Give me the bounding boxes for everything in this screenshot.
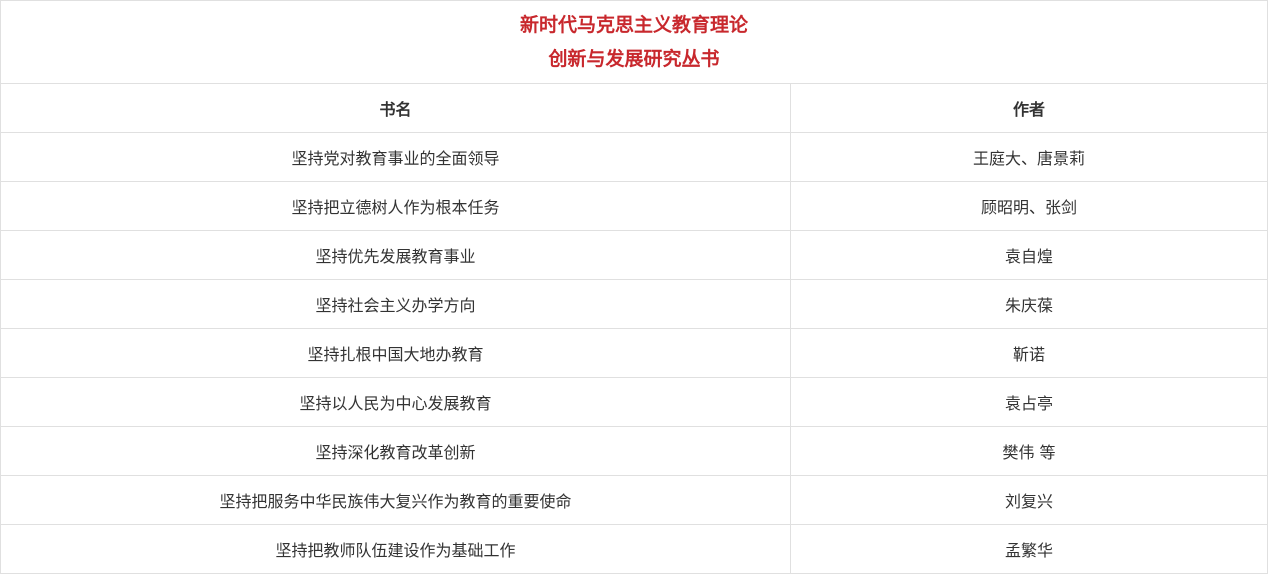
header-book-title: 书名 (0, 83, 791, 133)
book-title-cell: 坚持深化教育改革创新 (0, 426, 791, 476)
title-line-1: 新时代马克思主义教育理论 (519, 14, 748, 36)
author-cell: 袁自煌 (790, 230, 1268, 280)
table-title: 新时代马克思主义教育理论 创新与发展研究丛书 (0, 0, 1268, 84)
author-cell: 袁占亭 (790, 377, 1268, 427)
author-cell: 樊伟 等 (790, 426, 1268, 476)
title-row: 新时代马克思主义教育理论 创新与发展研究丛书 (0, 0, 1268, 84)
author-cell: 靳诺 (790, 328, 1268, 378)
table-row: 坚持党对教育事业的全面领导 王庭大、唐景莉 (0, 132, 1268, 182)
table-row: 坚持把服务中华民族伟大复兴作为教育的重要使命 刘复兴 (0, 475, 1268, 525)
book-title-cell: 坚持把教师队伍建设作为基础工作 (0, 524, 791, 574)
book-title-cell: 坚持扎根中国大地办教育 (0, 328, 791, 378)
author-cell: 孟繁华 (790, 524, 1268, 574)
table-row: 坚持以人民为中心发展教育 袁占亭 (0, 377, 1268, 427)
table-row: 坚持优先发展教育事业 袁自煌 (0, 230, 1268, 280)
author-cell: 朱庆葆 (790, 279, 1268, 329)
author-cell: 刘复兴 (790, 475, 1268, 525)
table-row: 坚持扎根中国大地办教育 靳诺 (0, 328, 1268, 378)
book-title-cell: 坚持社会主义办学方向 (0, 279, 791, 329)
header-row: 书名 作者 (0, 83, 1268, 133)
title-line-2: 创新与发展研究丛书 (548, 48, 720, 70)
book-title-cell: 坚持党对教育事业的全面领导 (0, 132, 791, 182)
table-row: 坚持把教师队伍建设作为基础工作 孟繁华 (0, 524, 1268, 574)
book-title-cell: 坚持把立德树人作为根本任务 (0, 181, 791, 231)
book-title-cell: 坚持优先发展教育事业 (0, 230, 791, 280)
table-row: 坚持深化教育改革创新 樊伟 等 (0, 426, 1268, 476)
table-row: 坚持把立德树人作为根本任务 顾昭明、张剑 (0, 181, 1268, 231)
book-title-cell: 坚持以人民为中心发展教育 (0, 377, 791, 427)
author-cell: 王庭大、唐景莉 (790, 132, 1268, 182)
header-author: 作者 (790, 83, 1268, 133)
author-cell: 顾昭明、张剑 (790, 181, 1268, 231)
table-row: 坚持社会主义办学方向 朱庆葆 (0, 279, 1268, 329)
book-title-cell: 坚持把服务中华民族伟大复兴作为教育的重要使命 (0, 475, 791, 525)
